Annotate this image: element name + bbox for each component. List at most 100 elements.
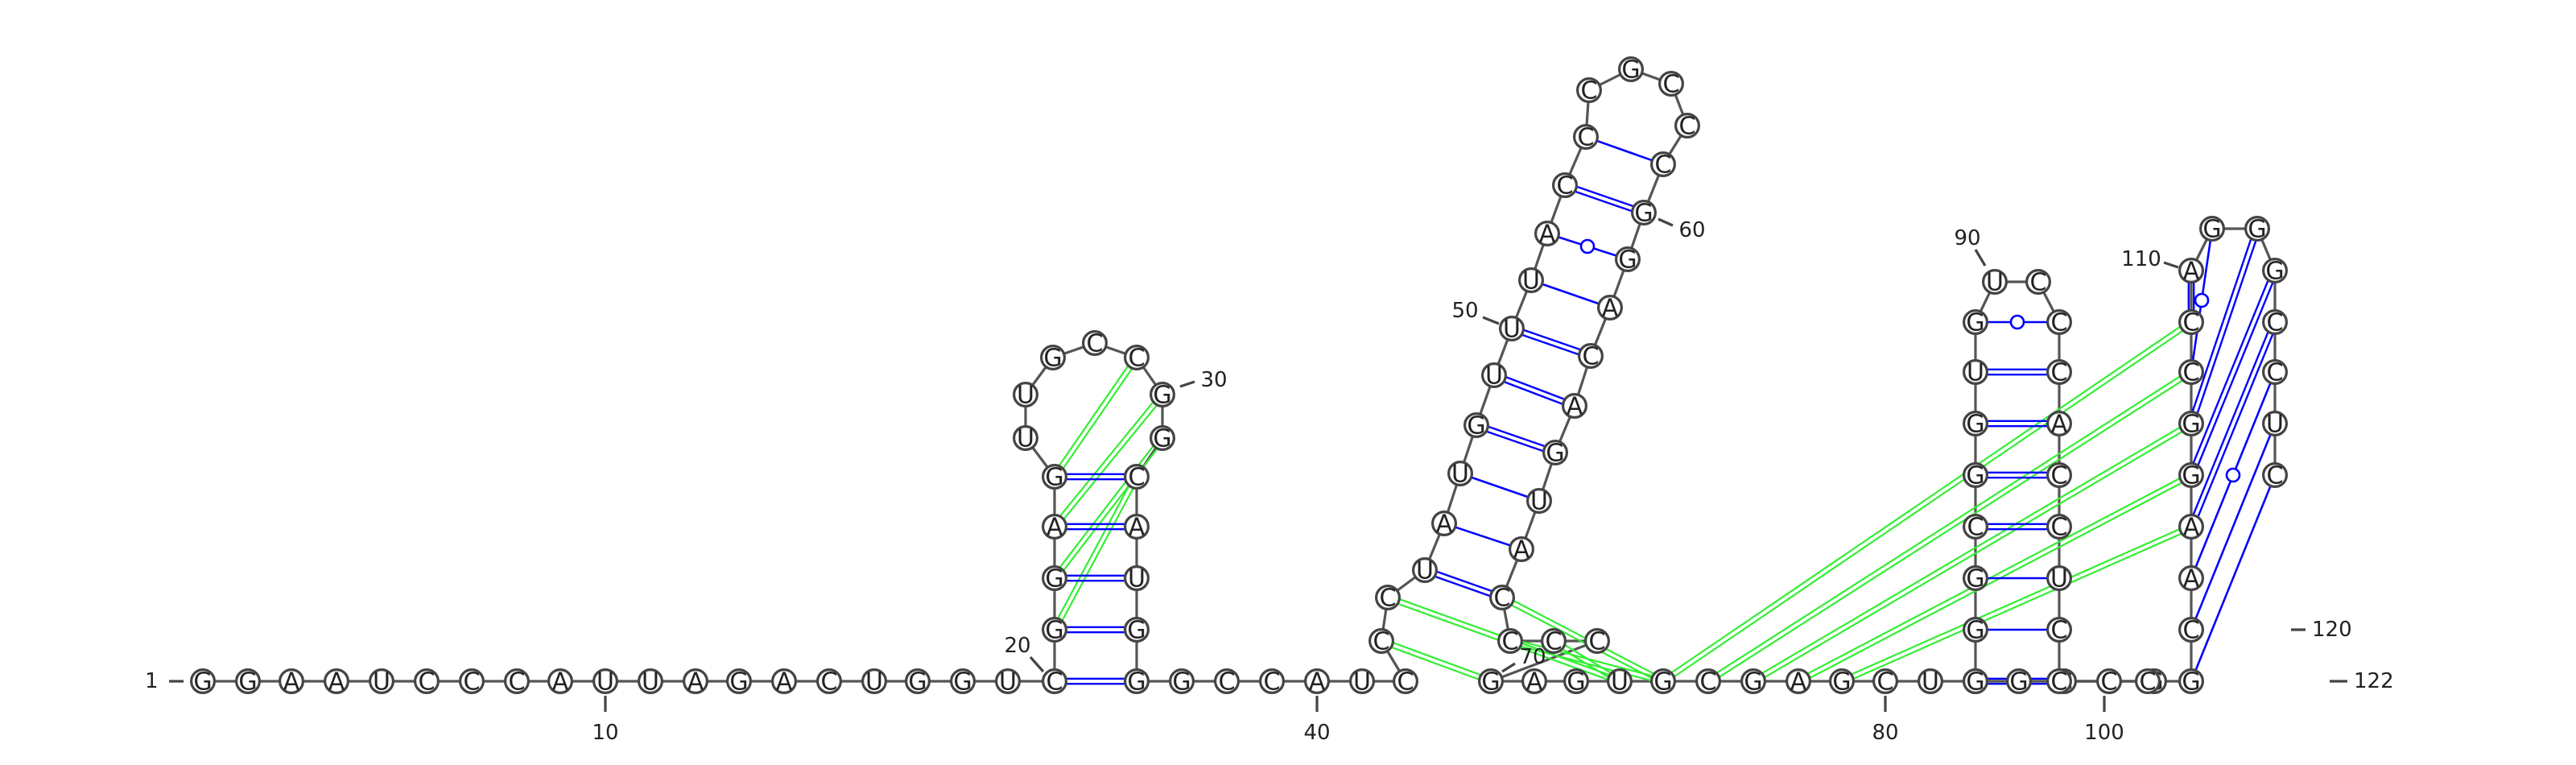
position-label-100: 100 — [2084, 721, 2124, 745]
base-pair-line — [1542, 284, 1600, 304]
nucleotide-letter: G — [1966, 309, 1984, 337]
nucleotide-106: C — [2136, 668, 2160, 697]
nucleotide-52: A — [1536, 221, 1559, 249]
nucleotide-90: G — [1964, 565, 1988, 593]
nucleotide-letter: C — [2051, 359, 2068, 387]
base-pair-layer — [1066, 141, 2273, 684]
pseudoknot-line — [1052, 476, 1134, 629]
nucleotide-120: C — [2264, 359, 2287, 387]
nucleotide-letter: U — [1416, 557, 1434, 585]
nucleotide-letter: A — [2183, 514, 2200, 542]
position-tick — [1030, 657, 1043, 672]
nucleotide-letter: C — [1494, 585, 1511, 613]
nucleotide-letter: U — [1522, 267, 1540, 296]
nucleotide-99: C — [2048, 359, 2071, 387]
nucleotide-letter: C — [2183, 359, 2200, 387]
nucleotide-35: G — [1125, 617, 1149, 645]
base-pair-line — [2198, 283, 2273, 465]
position-tick — [1180, 382, 1195, 387]
nucleotide-letter: A — [2051, 411, 2068, 439]
nucleotide-84: G — [2008, 668, 2031, 697]
nucleotide-letter: G — [1127, 617, 1146, 645]
nucleotide-letter: C — [2183, 309, 2200, 337]
pseudoknot-line — [1710, 374, 2193, 684]
nucleotide-122: C — [2264, 462, 2287, 490]
nucleotide-66: U — [1528, 488, 1551, 516]
position-label-30: 30 — [1200, 368, 1227, 392]
nucleotide-86: C — [2098, 668, 2121, 697]
nucleotide-letter: G — [1043, 345, 1062, 373]
nucleotide-letter: A — [1790, 668, 1807, 697]
nucleotide-110: A — [2180, 514, 2203, 542]
nucleotide-55: C — [1578, 77, 1601, 105]
nucleotide-67: A — [1510, 536, 1534, 564]
nucleotide-65: G — [1544, 440, 1567, 468]
nucleotide-letter: C — [419, 668, 436, 697]
nucleotide-letter: G — [1045, 617, 1063, 645]
nucleotide-58: C — [1676, 113, 1699, 141]
nucleotide-76: G — [1652, 668, 1675, 697]
nucleotide-21: G — [1043, 617, 1067, 645]
nucleotide-letter: U — [865, 668, 883, 697]
nucleotide-69: C — [1499, 628, 1522, 656]
nucleotide-94: U — [1964, 359, 1988, 387]
nucleotide-letter: A — [687, 668, 704, 697]
base-pair-line — [2195, 434, 2270, 618]
nucleotide-letter: U — [1485, 362, 1503, 391]
position-tick — [1658, 219, 1673, 225]
nucleotide-3: A — [280, 668, 303, 697]
position-label-120: 120 — [2312, 618, 2352, 642]
nucleotide-39: C — [1261, 668, 1284, 697]
nucleotide-50: U — [1501, 316, 1524, 344]
nucleotide-letter: C — [2051, 668, 2068, 697]
nucleotide-letter: U — [999, 668, 1017, 697]
nucleotide-letter: G — [2265, 258, 2284, 286]
base-pair-line — [1488, 427, 1546, 447]
nucleotide-89: G — [1964, 617, 1988, 645]
nucleotide-47: U — [1449, 461, 1472, 489]
nucleotide-42: C — [1394, 668, 1418, 697]
position-label-90: 90 — [1954, 226, 1980, 250]
base-pair-line — [1504, 382, 1563, 404]
nucleotide-10: U — [594, 668, 617, 697]
nucleotide-letter: A — [1046, 514, 1063, 542]
nucleotide-18: G — [952, 668, 975, 697]
nucleotide-26: U — [1014, 382, 1038, 410]
nucleotide-letter: G — [2248, 216, 2266, 244]
nucleotide-letter: U — [1611, 668, 1629, 697]
nucleotide-letter: C — [2101, 668, 2118, 697]
nucleotide-53: C — [1554, 172, 1577, 201]
nucleotide-17: G — [906, 668, 930, 697]
nucleotide-71: C — [1586, 628, 1609, 656]
position-label-60: 60 — [1678, 218, 1705, 242]
nucleotide-116: G — [2201, 216, 2224, 244]
nucleotide-93: G — [1964, 411, 1988, 439]
pseudoknot-line — [1662, 320, 2190, 680]
nucleotide-9: A — [549, 668, 572, 697]
nucleotide-23: A — [1043, 514, 1067, 542]
pseudoknot-line — [1707, 370, 2190, 679]
nucleotide-letter: C — [1046, 668, 1063, 697]
nucleotide-letter: U — [642, 668, 659, 697]
nucleotide-letter: A — [1309, 668, 1326, 697]
nucleotide-letter: C — [2051, 514, 2068, 542]
nucleotide-16: U — [863, 668, 886, 697]
nucleotide-letter: G — [1832, 668, 1851, 697]
nucleotide-73: A — [1523, 668, 1546, 697]
nucleotide-103: U — [2048, 565, 2071, 593]
nucleotide-54: C — [1575, 124, 1598, 152]
position-label-10: 10 — [592, 721, 618, 745]
nucleotide-51: U — [1520, 267, 1543, 296]
nucleotide-letter: G — [1621, 56, 1640, 85]
nucleotide-68: C — [1491, 585, 1514, 613]
base-pair-line — [1575, 192, 1633, 212]
nucleotide-15: C — [818, 668, 841, 697]
nucleotide-95: G — [1964, 309, 1988, 337]
nucleotide-27: G — [1042, 345, 1065, 373]
nucleotide-letter: A — [1436, 511, 1453, 539]
nucleotide-102: C — [2048, 514, 2071, 542]
nucleotide-letter: G — [1172, 668, 1191, 697]
nucleotide-letter: C — [1655, 151, 1672, 180]
nucleotide-letter: G — [1618, 246, 1637, 275]
nucleotide-118: G — [2264, 258, 2287, 286]
